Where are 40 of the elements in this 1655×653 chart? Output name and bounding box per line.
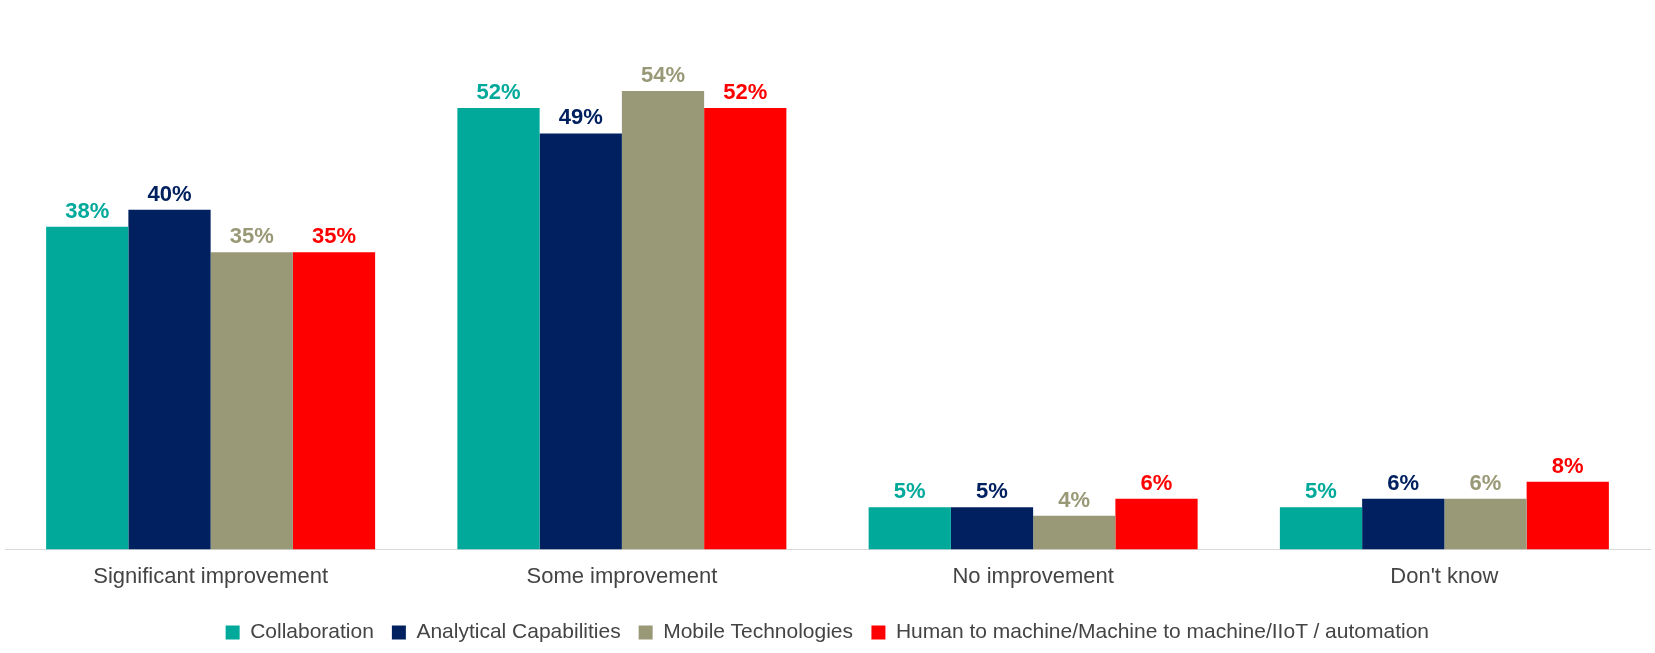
legend-label: Mobile Technologies xyxy=(663,619,854,643)
bar xyxy=(1444,498,1527,550)
bar xyxy=(1279,507,1363,550)
bar xyxy=(128,209,211,550)
bar xyxy=(1115,498,1198,550)
legend-label: Human to machine/Machine to machine/IIoT / automation xyxy=(895,619,1429,643)
bar xyxy=(1033,515,1116,550)
data-label: 8% xyxy=(1551,452,1584,478)
data-label: 54% xyxy=(640,62,686,88)
data-label: 4% xyxy=(1058,486,1091,512)
bar xyxy=(539,133,622,550)
x-tick-label: Don't know xyxy=(1390,562,1499,588)
bar xyxy=(621,90,705,550)
bar xyxy=(868,507,951,550)
bar xyxy=(457,107,540,550)
data-label: 49% xyxy=(558,104,603,130)
data-label: 52% xyxy=(723,79,768,105)
x-tick-label: Significant improvement xyxy=(93,562,329,588)
bar xyxy=(292,252,376,550)
bar xyxy=(210,252,293,550)
data-label: 52% xyxy=(476,79,521,105)
data-label: 35% xyxy=(229,223,274,249)
data-label: 5% xyxy=(1305,478,1337,504)
legend-label: Analytical Capabilities xyxy=(416,619,621,643)
x-tick-label: No improvement xyxy=(952,562,1114,588)
data-label: 6% xyxy=(1140,469,1173,495)
data-label: 5% xyxy=(976,478,1008,504)
data-label: 5% xyxy=(893,478,926,504)
data-label: 38% xyxy=(65,197,110,223)
legend-label: Collaboration xyxy=(250,619,374,643)
data-label: 35% xyxy=(311,223,357,249)
data-label: 6% xyxy=(1387,469,1420,495)
data-label: 40% xyxy=(147,180,192,206)
bar xyxy=(950,507,1034,550)
bar xyxy=(46,226,129,550)
data-label: 6% xyxy=(1469,469,1502,495)
bar xyxy=(1526,481,1609,550)
bar xyxy=(1362,498,1445,550)
bar xyxy=(704,107,787,550)
x-tick-label: Some improvement xyxy=(526,562,718,588)
